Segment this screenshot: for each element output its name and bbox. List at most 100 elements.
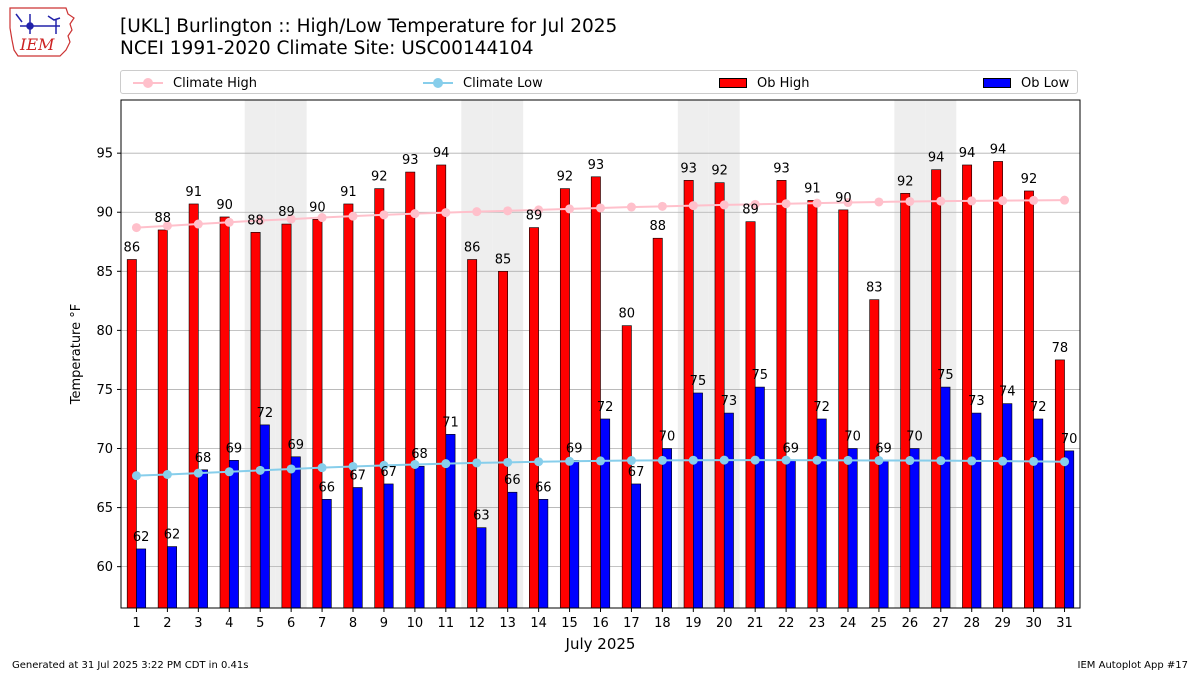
label-ob-low-day-3: 68	[195, 451, 212, 466]
x-tick-label-14: 14	[530, 616, 547, 631]
label-ob-high-day-6: 89	[278, 205, 295, 220]
label-ob-high-day-16: 93	[588, 158, 605, 173]
bar-ob-high-day-21	[745, 221, 756, 609]
point-climate-low-day-10	[410, 459, 420, 469]
bar-ob-low-day-10	[414, 465, 425, 609]
x-tick-label-30: 30	[1025, 616, 1042, 631]
bar-ob-high-day-2	[157, 229, 168, 609]
bar-ob-high-day-28	[962, 164, 973, 609]
point-climate-high-day-5	[255, 216, 265, 226]
footer-app-id: IEM Autoplot App #17	[1077, 660, 1188, 671]
label-ob-low-day-16: 72	[597, 400, 614, 415]
x-tick-label-16: 16	[592, 616, 609, 631]
label-ob-low-day-12: 63	[473, 509, 490, 524]
label-ob-high-day-29: 94	[990, 142, 1007, 157]
x-tick-label-17: 17	[623, 616, 640, 631]
point-climate-low-day-26	[905, 456, 915, 466]
label-ob-high-day-17: 80	[619, 307, 636, 322]
label-ob-low-day-13: 66	[504, 473, 521, 488]
bar-ob-high-day-4	[219, 216, 230, 609]
label-ob-high-day-9: 92	[371, 170, 388, 185]
label-ob-high-day-26: 92	[897, 174, 914, 189]
label-ob-low-day-10: 68	[411, 447, 428, 462]
point-climate-low-day-23	[812, 455, 822, 465]
point-climate-high-day-27	[936, 196, 946, 206]
point-climate-low-day-4	[224, 467, 234, 477]
point-climate-high-day-28	[967, 196, 977, 206]
bar-ob-high-day-8	[343, 203, 354, 609]
label-ob-high-day-13: 85	[495, 252, 512, 267]
point-climate-high-day-1	[131, 223, 141, 233]
bar-ob-low-day-26	[909, 448, 920, 609]
point-climate-high-day-31	[1060, 195, 1070, 205]
label-ob-low-day-7: 66	[318, 480, 335, 495]
point-climate-low-day-14	[534, 457, 544, 467]
point-climate-high-day-14	[534, 205, 544, 215]
point-climate-high-day-29	[998, 196, 1008, 206]
bar-ob-low-day-3	[198, 469, 208, 609]
label-ob-low-day-31: 70	[1061, 432, 1078, 447]
x-tick-label-31: 31	[1056, 616, 1073, 631]
point-climate-high-day-22	[781, 199, 791, 209]
x-tick-label-26: 26	[902, 616, 919, 631]
label-ob-low-day-8: 67	[349, 468, 366, 483]
label-ob-low-day-1: 62	[133, 530, 150, 545]
bar-ob-high-day-26	[900, 193, 911, 609]
point-climate-high-day-12	[472, 207, 482, 217]
bar-ob-low-day-27	[940, 386, 951, 609]
label-ob-high-day-31: 78	[1052, 341, 1069, 356]
label-ob-low-day-9: 67	[380, 465, 397, 480]
legend-label-ob-low: Ob Low	[1021, 75, 1070, 91]
chart-title: [UKL] Burlington :: High/Low Temperature…	[120, 16, 617, 60]
point-climate-high-day-17	[626, 202, 636, 212]
legend-item-ob-low: Ob Low	[983, 73, 1069, 93]
x-tick-label-3: 3	[194, 616, 202, 631]
x-tick-label-10: 10	[407, 616, 424, 631]
label-ob-high-day-4: 90	[216, 198, 233, 213]
bar-ob-high-day-12	[467, 259, 478, 609]
bar-ob-high-day-22	[776, 180, 787, 609]
bar-ob-low-day-28	[971, 412, 982, 609]
point-climate-high-day-16	[596, 203, 605, 213]
bar-ob-low-day-19	[693, 392, 703, 609]
point-climate-low-day-11	[441, 459, 451, 469]
point-climate-high-day-2	[162, 221, 172, 231]
y-tick-label-70: 70	[96, 442, 113, 457]
iem-logo: IEM	[9, 7, 75, 57]
label-ob-high-day-2: 88	[154, 211, 171, 226]
bar-ob-low-day-6	[290, 456, 301, 609]
label-ob-high-day-11: 94	[433, 146, 450, 161]
label-ob-low-day-6: 69	[288, 438, 305, 453]
label-ob-high-day-14: 89	[526, 209, 543, 224]
x-tick-label-21: 21	[747, 616, 764, 631]
point-climate-high-day-25	[874, 197, 884, 207]
bar-ob-low-day-13	[507, 491, 518, 609]
bar-ob-low-day-31	[1064, 450, 1075, 609]
x-tick-label-4: 4	[225, 616, 233, 631]
label-ob-low-day-24: 70	[844, 430, 861, 445]
title-line-1: [UKL] Burlington :: High/Low Temperature…	[120, 16, 618, 37]
bar-ob-low-day-2	[167, 546, 177, 609]
point-climate-low-day-12	[472, 458, 482, 468]
label-ob-high-day-12: 86	[464, 240, 481, 255]
weather-station-icon	[15, 13, 61, 34]
bar-ob-low-day-16	[600, 418, 611, 609]
label-ob-high-day-22: 93	[773, 161, 790, 176]
point-climate-low-day-27	[936, 456, 946, 466]
point-climate-low-day-31	[1060, 457, 1070, 467]
y-tick-label-75: 75	[96, 383, 113, 398]
bar-ob-low-day-12	[476, 527, 487, 609]
label-ob-low-day-18: 70	[659, 430, 676, 445]
label-ob-low-day-29: 74	[999, 385, 1016, 400]
label-ob-low-day-27: 75	[937, 368, 954, 383]
bar-ob-low-day-21	[754, 386, 765, 609]
point-climate-high-day-24	[843, 198, 853, 208]
y-tick-label-60: 60	[96, 560, 113, 575]
label-ob-low-day-28: 73	[968, 394, 985, 409]
label-ob-high-day-19: 93	[680, 161, 697, 176]
label-ob-high-day-20: 92	[711, 164, 728, 179]
bar-ob-low-day-5	[259, 424, 270, 609]
footer-generated: Generated at 31 Jul 2025 3:22 PM CDT in …	[12, 660, 249, 671]
x-tick-label-29: 29	[994, 616, 1011, 631]
point-climate-high-day-21	[750, 199, 760, 209]
